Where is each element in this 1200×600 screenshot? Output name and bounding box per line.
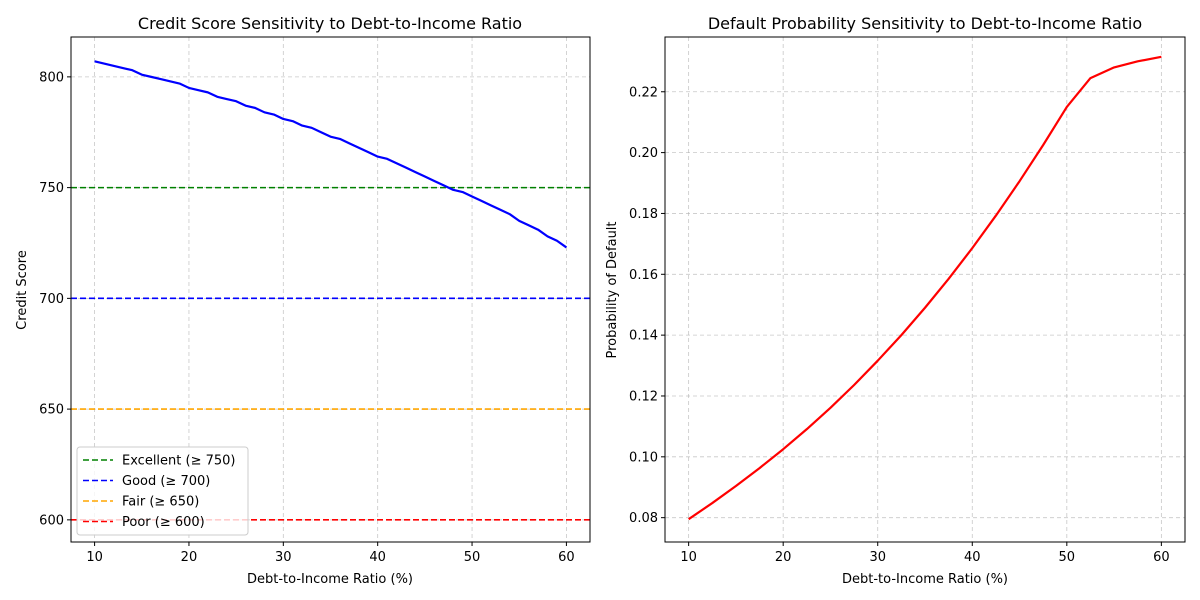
legend-label: Excellent (≥ 750) [122, 454, 236, 469]
default-probability-chart: Default Probability Sensitivity to Debt-… [605, 14, 1186, 587]
series-lines [94, 60, 568, 249]
x-tick-label: 60 [558, 550, 575, 565]
x-tick-label: 40 [369, 550, 386, 565]
y-ticks: 0.08 0.10 0.12 0.14 0.16 0.18 0.20 0.22 [629, 85, 665, 526]
y-tick-label: 0.16 [629, 268, 658, 283]
y-tick-label: 0.22 [629, 85, 658, 100]
x-tick-label: 20 [181, 550, 198, 565]
y-tick-label: 700 [39, 292, 64, 307]
y-tick-label: 650 [39, 403, 64, 418]
y-tick-label: 0.18 [629, 207, 658, 222]
y-tick-label: 0.08 [629, 511, 658, 526]
y-axis-label: Credit Score [15, 250, 30, 330]
y-tick-label: 800 [39, 70, 64, 85]
x-tick-label: 40 [964, 550, 981, 565]
chart-title: Credit Score Sensitivity to Debt-to-Inco… [138, 14, 522, 33]
y-ticks: 600 650 700 750 800 [39, 70, 71, 528]
x-tick-label: 50 [464, 550, 481, 565]
x-axis-label: Debt-to-Income Ratio (%) [247, 572, 413, 587]
x-tick-label: 30 [869, 550, 886, 565]
legend-label: Fair (≥ 650) [122, 495, 199, 510]
legend-label: Good (≥ 700) [122, 474, 210, 489]
x-tick-label: 30 [275, 550, 292, 565]
plot-frame [70, 36, 591, 543]
credit-score-chart: Credit Score Sensitivity to Debt-to-Inco… [15, 14, 591, 587]
y-tick-label: 0.10 [629, 450, 658, 465]
x-ticks: 10 20 30 40 50 60 [86, 542, 575, 565]
plot-frame [664, 36, 1186, 543]
x-tick-label: 10 [86, 550, 103, 565]
y-axis-label: Probability of Default [605, 221, 620, 358]
legend-box [76, 446, 249, 536]
x-tick-label: 50 [1059, 550, 1076, 565]
legend[interactable]: Excellent (≥ 750) Good (≥ 700) Fair (≥ 650… [76, 446, 249, 536]
series-lines [688, 55, 1162, 521]
x-tick-label: 20 [775, 550, 792, 565]
series-line [94, 60, 568, 249]
y-tick-label: 600 [39, 513, 64, 528]
x-tick-label: 10 [680, 550, 697, 565]
y-tick-label: 750 [39, 181, 64, 196]
grid [665, 37, 1185, 542]
x-axis-label: Debt-to-Income Ratio (%) [842, 572, 1008, 587]
y-tick-label: 0.12 [629, 389, 658, 404]
legend-label: Poor (≥ 600) [122, 515, 205, 530]
y-tick-label: 0.14 [629, 329, 658, 344]
series-line [688, 55, 1162, 521]
x-ticks: 10 20 30 40 50 60 [680, 542, 1170, 565]
x-tick-label: 60 [1153, 550, 1170, 565]
y-tick-label: 0.20 [629, 146, 658, 161]
chart-title: Default Probability Sensitivity to Debt-… [708, 14, 1142, 33]
